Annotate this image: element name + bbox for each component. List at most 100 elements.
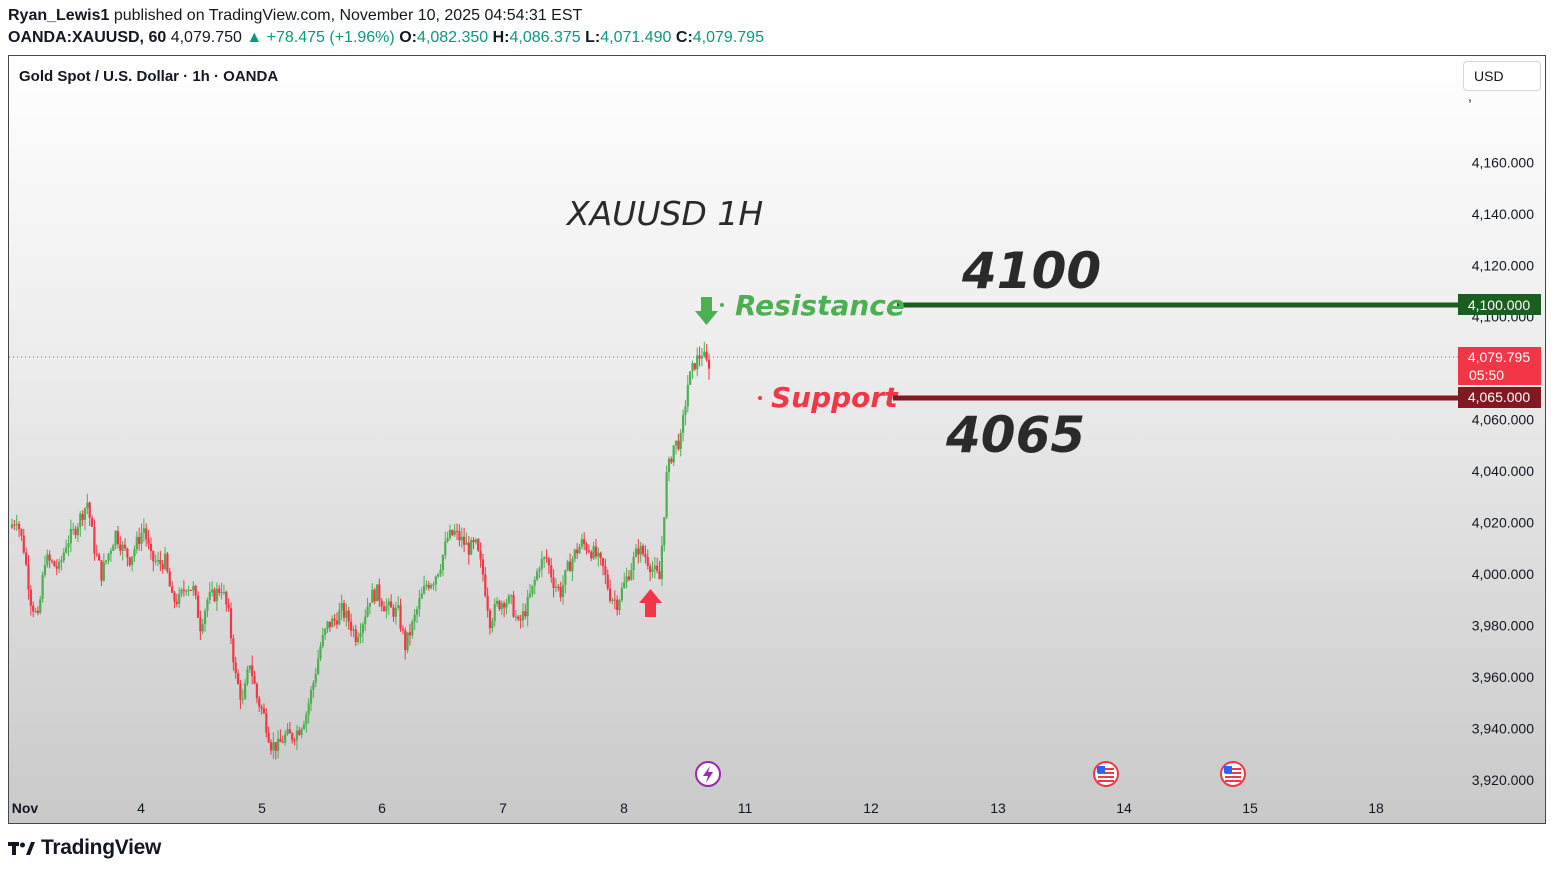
- candle: [404, 627, 407, 660]
- candle: [178, 587, 181, 609]
- candle: [531, 585, 534, 598]
- candle: [48, 550, 51, 569]
- candle: [477, 537, 480, 552]
- candle: [371, 583, 374, 603]
- price-chart[interactable]: XAUUSD 1H 4100 Resistance Support 4065 ,…: [9, 56, 1546, 824]
- candle: [258, 695, 261, 712]
- candle: [171, 581, 174, 594]
- candle: [495, 597, 499, 607]
- candle: [93, 519, 96, 561]
- candle: [302, 720, 306, 730]
- candle: [399, 598, 402, 632]
- time-tick-label: 13: [990, 800, 1006, 816]
- candle: [206, 597, 209, 618]
- candle: [693, 363, 696, 371]
- candle: [434, 575, 437, 592]
- chart-frame[interactable]: XAUUSD 1H 4100 Resistance Support 4065 ,…: [8, 55, 1546, 824]
- candle: [218, 585, 221, 597]
- candle: [272, 732, 275, 760]
- brand-name: TradingView: [41, 836, 162, 859]
- candle: [135, 531, 138, 554]
- candle: [641, 543, 645, 557]
- candle: [566, 559, 569, 572]
- candle: [274, 742, 277, 760]
- price-axis[interactable]: , 4,160.000 4,140.000 4,120.000 4,100.000 4,…: [1468, 88, 1534, 788]
- candle: [470, 537, 473, 556]
- lightning-event-icon[interactable]: [695, 761, 721, 787]
- candle: [119, 536, 122, 556]
- candle: [512, 590, 515, 618]
- candle: [665, 465, 668, 520]
- candle: [455, 523, 459, 541]
- published-text: published on TradingView.com, November 1…: [113, 7, 583, 24]
- svg-text:4,079.795: 4,079.795: [1468, 349, 1530, 365]
- candle: [601, 557, 605, 576]
- footer-brand[interactable]: TradingView: [8, 836, 161, 860]
- candle: [166, 551, 169, 574]
- candle: [498, 599, 501, 611]
- low-label: L:: [585, 29, 601, 46]
- price-tick-label: 4,020.000: [1472, 515, 1534, 531]
- candle: [175, 593, 178, 608]
- down-arrow-icon: [695, 297, 718, 325]
- candle: [298, 726, 301, 736]
- candle: [691, 360, 694, 380]
- candle: [147, 529, 150, 550]
- candle: [27, 554, 30, 600]
- high-label: H:: [492, 29, 510, 46]
- candle: [446, 531, 449, 543]
- candle: [312, 680, 315, 698]
- candle: [321, 627, 324, 649]
- time-tick-label: Nov: [12, 800, 39, 816]
- resistance-price-tag: 4,100.000: [1458, 294, 1541, 315]
- candle: [246, 665, 249, 686]
- candle: [267, 726, 270, 744]
- candle: [418, 589, 421, 617]
- candle: [95, 544, 98, 557]
- us-flag-event-icon[interactable]: [1220, 761, 1246, 787]
- candle: [505, 598, 508, 615]
- author-name[interactable]: Ryan_Lewis1: [8, 7, 110, 24]
- candle: [295, 725, 299, 751]
- resistance-label: Resistance: [735, 289, 905, 322]
- candle: [333, 614, 336, 627]
- candle: [83, 507, 87, 531]
- candle: [427, 581, 430, 591]
- candle: [305, 711, 308, 733]
- candle: [540, 550, 543, 577]
- candle: [583, 532, 586, 550]
- candle: [354, 624, 357, 647]
- candle: [590, 549, 593, 562]
- candle: [140, 523, 143, 551]
- candle: [670, 456, 673, 464]
- candle: [611, 597, 614, 605]
- candle: [102, 553, 105, 583]
- us-flag-event-icon[interactable]: [1093, 761, 1119, 787]
- candle: [79, 511, 82, 537]
- candle: [547, 556, 550, 574]
- candle: [145, 523, 148, 547]
- candle: [677, 433, 680, 452]
- currency-button[interactable]: USD: [1463, 61, 1541, 91]
- candle: [394, 601, 397, 625]
- candle: [439, 563, 442, 578]
- candle: [585, 541, 588, 555]
- candle: [594, 538, 598, 560]
- candle: [510, 594, 513, 605]
- candle: [686, 374, 689, 413]
- candle: [623, 572, 626, 589]
- price-tick-label: 3,960.000: [1472, 669, 1534, 685]
- candle: [229, 602, 233, 645]
- candle: [29, 585, 32, 616]
- candle: [458, 524, 461, 547]
- candle: [479, 542, 482, 568]
- candle: [138, 527, 141, 551]
- candle: [269, 739, 273, 755]
- time-axis[interactable]: Nov 4 5 6 7 8 11 12 13 14 15 18: [12, 800, 1384, 816]
- price-tick-label: 4,140.000: [1472, 206, 1534, 222]
- candle: [672, 445, 675, 466]
- candle: [484, 566, 487, 598]
- candle: [203, 608, 207, 632]
- candle: [519, 614, 522, 629]
- candle: [314, 667, 317, 688]
